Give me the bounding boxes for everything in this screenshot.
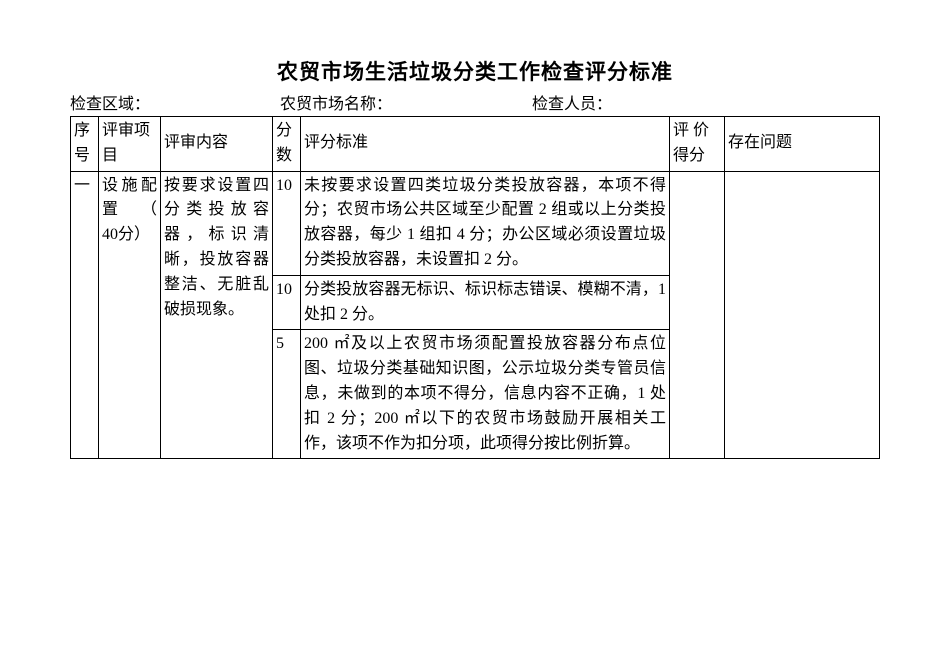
market-value — [392, 90, 532, 114]
row-problem — [725, 171, 880, 459]
row-num: 一 — [71, 171, 99, 459]
row-value — [670, 171, 725, 459]
header-content: 评审内容 — [161, 117, 273, 172]
header-score: 分数 — [273, 117, 301, 172]
document-page: 农贸市场生活垃圾分类工作检查评分标准 检查区域： 农贸市场名称： 检查人员： 序… — [0, 0, 950, 459]
header-num: 序号 — [71, 117, 99, 172]
sub-score-1: 10 — [273, 275, 301, 330]
table-row: 一 设施配置（ 40分） 按要求设置四分类投放容器，标识清晰，投放容器整洁、无脏… — [71, 171, 880, 275]
sub-standard-2: 200 ㎡及以上农贸市场须配置投放容器分布点位图、垃圾分类基础知识图，公示垃圾分… — [301, 330, 670, 459]
sub-score-0: 10 — [273, 171, 301, 275]
sub-score-2: 5 — [273, 330, 301, 459]
page-title: 农贸市场生活垃圾分类工作检查评分标准 — [70, 56, 880, 86]
table-header-row: 序号 评审项目 评审内容 分数 评分标准 评 价得分 存在问题 — [71, 117, 880, 172]
sub-standard-1: 分类投放容器无标识、标识标志错误、模糊不清，1 处扣 2 分。 — [301, 275, 670, 330]
sub-standard-0: 未按要求设置四类垃圾分类投放容器，本项不得分；农贸市场公共区域至少配置 2 组或… — [301, 171, 670, 275]
row-content: 按要求设置四分类投放容器，标识清晰，投放容器整洁、无脏乱破损现象。 — [161, 171, 273, 459]
inspector-label: 检查人员： — [532, 90, 612, 114]
scoring-table: 序号 评审项目 评审内容 分数 评分标准 评 价得分 存在问题 一 设施配置（ … — [70, 116, 880, 459]
row-item: 设施配置（ 40分） — [99, 171, 161, 459]
market-label: 农贸市场名称： — [280, 90, 392, 114]
header-standard: 评分标准 — [301, 117, 670, 172]
header-problem: 存在问题 — [725, 117, 880, 172]
area-value — [150, 90, 280, 114]
header-value: 评 价得分 — [670, 117, 725, 172]
header-item: 评审项目 — [99, 117, 161, 172]
area-label: 检查区域： — [70, 90, 150, 114]
meta-row: 检查区域： 农贸市场名称： 检查人员： — [70, 90, 880, 114]
